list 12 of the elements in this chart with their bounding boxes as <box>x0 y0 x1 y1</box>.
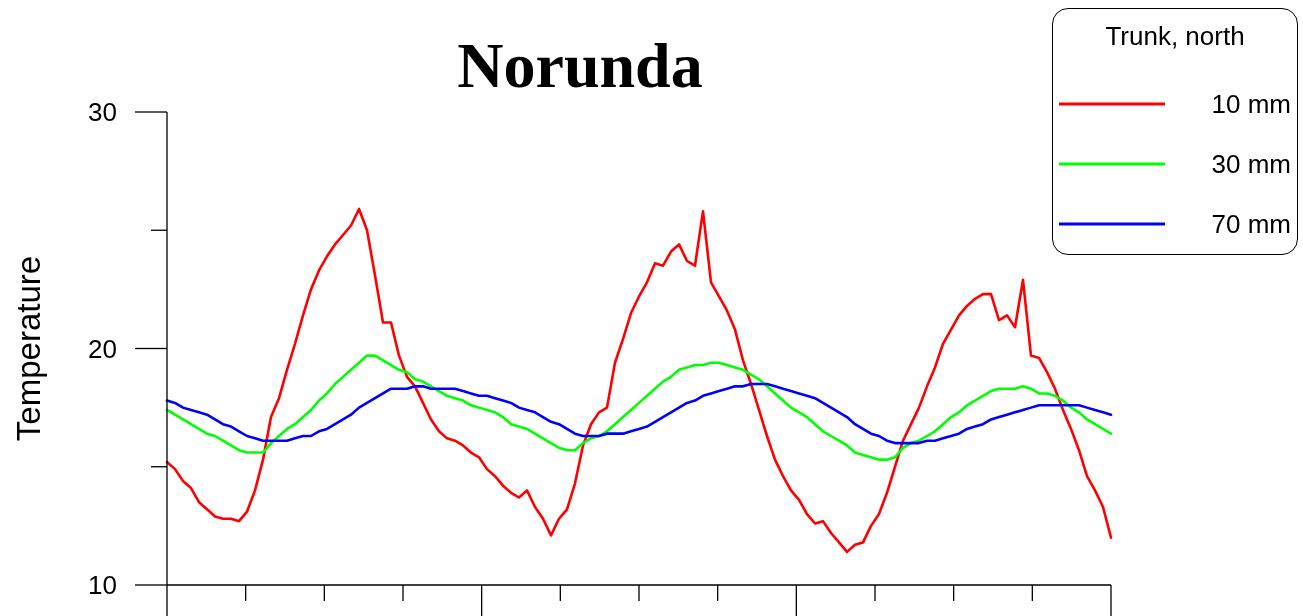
line-series <box>165 207 1113 554</box>
y-axis-title: Temperature <box>9 255 47 442</box>
legend-label: 30 mm <box>1211 149 1291 179</box>
line-series <box>165 354 1113 461</box>
legend-label: 70 mm <box>1211 209 1291 239</box>
legend-label: 10 mm <box>1211 89 1291 119</box>
chart-title: Norunda <box>457 30 703 101</box>
line-series <box>165 382 1113 445</box>
y-tick-label: 20 <box>88 333 117 364</box>
y-tick-label: 10 <box>88 570 117 601</box>
legend-title: Trunk, north <box>1104 21 1246 51</box>
y-tick-label: 30 <box>88 97 117 128</box>
